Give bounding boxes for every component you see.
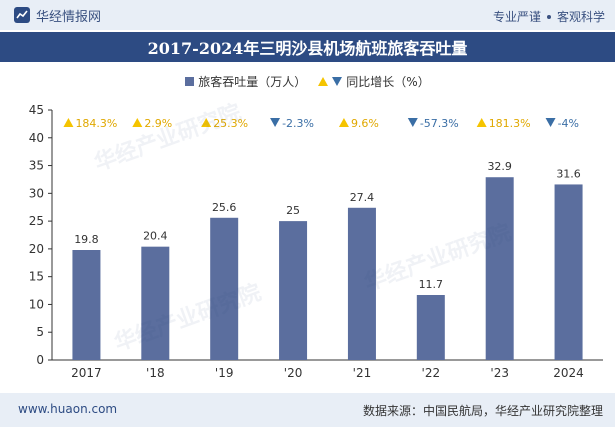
x-tick-label: '22 bbox=[422, 366, 441, 380]
growth-label: -57.3% bbox=[420, 117, 459, 130]
legend-label-growth: 同比增长（%） bbox=[346, 74, 430, 89]
tagline-right: 客观科学 bbox=[556, 10, 605, 24]
separator-dot-icon bbox=[546, 14, 551, 19]
brand-logo-icon bbox=[14, 7, 30, 23]
brand: 华经情报网 bbox=[14, 6, 102, 25]
x-tick-label: 2024 bbox=[553, 366, 584, 380]
legend-item-throughput: 旅客吞吐量（万人） bbox=[185, 73, 306, 90]
bar bbox=[485, 177, 514, 360]
bar-value-label: 31.6 bbox=[556, 167, 581, 180]
legend: 旅客吞吐量（万人） 同比增长（%） bbox=[0, 71, 615, 91]
top-bar: 华经情报网 专业严谨 客观科学 bbox=[0, 0, 615, 30]
tagline: 专业严谨 客观科学 bbox=[493, 8, 605, 25]
x-tick-label: '20 bbox=[284, 366, 303, 380]
y-tick-label: 0 bbox=[36, 353, 44, 367]
bar bbox=[279, 221, 308, 360]
x-tick-label: '19 bbox=[215, 366, 234, 380]
growth-label: 2.9% bbox=[144, 117, 172, 130]
growth-label: -2.3% bbox=[282, 117, 314, 130]
bar bbox=[554, 184, 583, 360]
y-tick-label: 5 bbox=[36, 325, 44, 339]
growth-up-icon bbox=[132, 118, 143, 127]
footer-website: www.huaon.com bbox=[18, 402, 118, 416]
growth-label: 184.3% bbox=[75, 117, 117, 130]
x-tick-label: 2017 bbox=[71, 366, 102, 380]
x-tick-label: '23 bbox=[490, 366, 509, 380]
growth-up-icon bbox=[63, 118, 74, 127]
y-tick-label: 20 bbox=[29, 242, 44, 256]
bar bbox=[347, 207, 376, 360]
bar-value-label: 27.4 bbox=[350, 191, 375, 204]
bar-value-label: 11.7 bbox=[419, 278, 444, 291]
bar-value-label: 25.6 bbox=[212, 201, 237, 214]
growth-label: -4% bbox=[558, 117, 579, 130]
growth-down-icon bbox=[545, 118, 556, 127]
growth-label: 181.3% bbox=[489, 117, 531, 130]
bar bbox=[416, 295, 445, 360]
y-tick-label: 45 bbox=[29, 103, 44, 117]
growth-label: 9.6% bbox=[351, 117, 379, 130]
bar-value-label: 20.4 bbox=[143, 230, 168, 243]
x-tick-label: '21 bbox=[353, 366, 372, 380]
y-tick-label: 30 bbox=[29, 186, 44, 200]
legend-label-throughput: 旅客吞吐量（万人） bbox=[198, 74, 307, 89]
bar-chart: 0 5 10 15 20 25 30 35 40 45 19.8 2017 184.3% 20.4 '18 2… bbox=[29, 103, 603, 380]
tagline-left: 专业严谨 bbox=[492, 10, 541, 24]
footer: www.huaon.com 数据来源：中国民航局，华经产业研究院整理 bbox=[0, 393, 615, 427]
bar bbox=[210, 217, 239, 360]
growth-up-icon bbox=[476, 118, 487, 127]
growth-up-icon bbox=[338, 118, 349, 127]
bar-value-label: 25 bbox=[286, 204, 300, 217]
growth-down-icon bbox=[407, 118, 418, 127]
triangle-up-icon bbox=[318, 76, 329, 86]
footer-source: 数据来源：中国民航局，华经产业研究院整理 bbox=[362, 404, 603, 418]
triangle-down-icon bbox=[332, 76, 343, 86]
growth-label: 25.3% bbox=[213, 117, 248, 130]
bar-swatch-icon bbox=[185, 76, 195, 86]
bar bbox=[141, 246, 170, 360]
growth-up-icon bbox=[201, 118, 212, 127]
legend-item-growth: 同比增长（%） bbox=[318, 73, 430, 90]
growth-down-icon bbox=[270, 118, 281, 127]
bar bbox=[72, 250, 101, 360]
chart-title: 2017-2024年三明沙县机场航班旅客吞吐量 bbox=[0, 32, 615, 62]
y-tick-label: 15 bbox=[29, 270, 44, 284]
x-tick-label: '18 bbox=[146, 366, 165, 380]
bar-value-label: 19.8 bbox=[74, 233, 99, 246]
y-tick-label: 10 bbox=[29, 297, 44, 311]
y-tick-label: 25 bbox=[29, 214, 44, 228]
bar-value-label: 32.9 bbox=[487, 160, 512, 173]
y-tick-label: 40 bbox=[29, 131, 44, 145]
brand-name: 华经情报网 bbox=[36, 9, 102, 25]
y-tick-label: 35 bbox=[29, 159, 44, 173]
